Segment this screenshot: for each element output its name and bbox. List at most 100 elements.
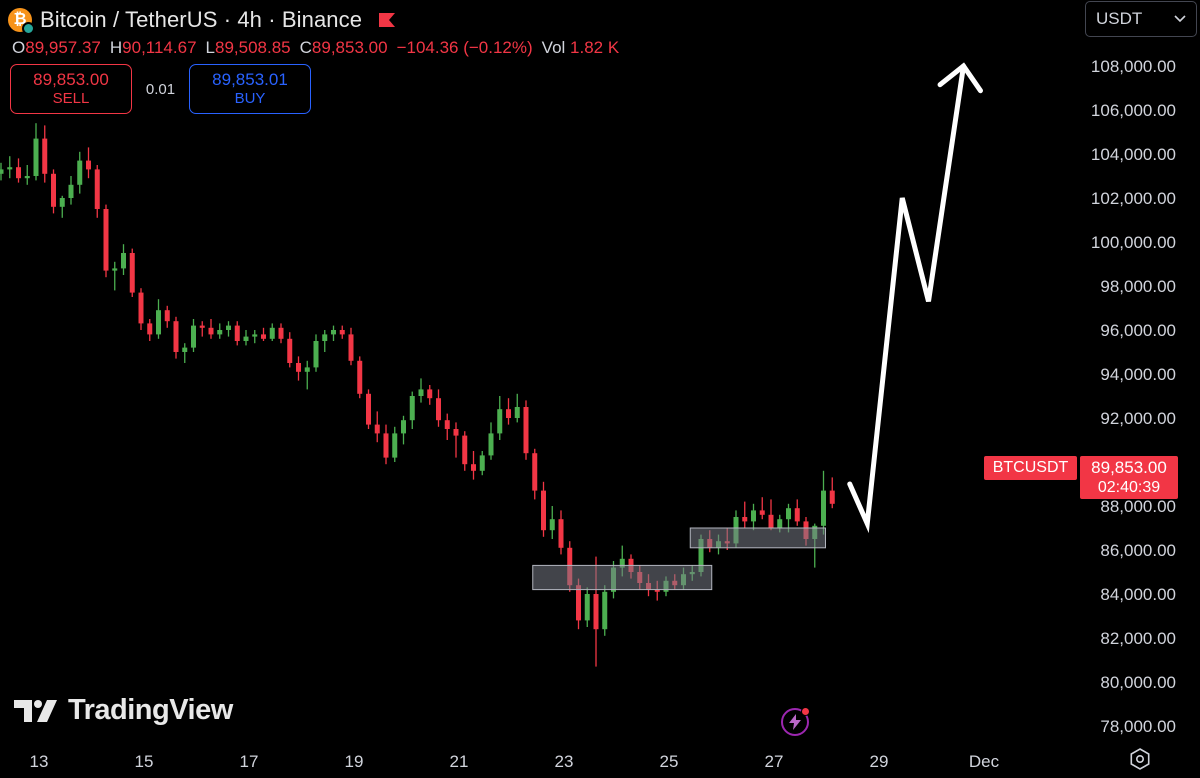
candle-body — [357, 360, 363, 394]
candle-body — [313, 341, 319, 368]
candle-body — [462, 435, 468, 465]
price-axis[interactable]: 108,000.00 106,000.00 104,000.00 102,000.00… — [1091, 57, 1176, 736]
candle-body — [401, 420, 406, 434]
symbol-title[interactable]: Bitcoin / TetherUS · 4h · Binance — [40, 7, 363, 32]
candle-body — [374, 424, 380, 434]
time-axis-label: Dec — [969, 752, 1000, 771]
watermark-text: TradingView — [68, 694, 233, 726]
settings-icon[interactable] — [1129, 748, 1151, 770]
candle-body — [829, 490, 835, 504]
candle — [94, 165, 100, 218]
tradingview-logo-icon — [14, 699, 57, 722]
candle-body — [497, 409, 503, 434]
zones-layer — [532, 527, 826, 591]
candle — [86, 147, 91, 179]
candle-body — [409, 396, 415, 421]
last-price-tag: 89,853.00 02:40:39 — [1080, 456, 1178, 499]
high-value: 90,114.67 — [122, 38, 197, 57]
support-zone-rect[interactable] — [532, 564, 713, 591]
candle-body — [514, 407, 520, 418]
candle — [436, 389, 441, 427]
candle-body — [234, 325, 240, 341]
lightning-icon — [789, 714, 801, 730]
open-value: 89,957.37 — [25, 38, 101, 57]
candle-body — [619, 558, 625, 568]
candle — [558, 510, 564, 555]
time-axis-label: 13 — [30, 752, 49, 771]
price-axis-label: 88,000.00 — [1100, 497, 1176, 516]
candle — [829, 477, 835, 509]
price-axis-label: 96,000.00 — [1100, 321, 1176, 340]
candle — [751, 503, 756, 531]
projection-arrowhead — [937, 62, 983, 94]
time-axis-label: 17 — [240, 752, 259, 771]
support-zone-rect[interactable] — [689, 527, 826, 549]
ohlc-legend: O89,957.37 H90,114.67 L89,508.85 C89,853… — [12, 38, 619, 58]
tether-badge-icon — [22, 22, 35, 35]
candle-body — [453, 429, 459, 436]
flag-icon[interactable] — [378, 12, 396, 28]
time-axis-label: 19 — [345, 752, 364, 771]
candle — [366, 389, 371, 429]
candle-body — [549, 519, 555, 531]
candle-body — [24, 176, 30, 179]
candle — [584, 587, 590, 627]
candle — [794, 499, 800, 526]
projection-path[interactable] — [847, 63, 966, 534]
candle — [514, 393, 520, 423]
chart-header: ₿ Bitcoin / TetherUS · 4h · Binance — [8, 6, 396, 35]
bitcoin-logo-icon: ₿ — [8, 8, 35, 35]
buy-label: BUY — [234, 90, 266, 107]
candle-body — [261, 334, 266, 339]
candle-body — [156, 310, 161, 335]
candle-body — [59, 198, 65, 207]
candle — [331, 325, 336, 341]
candle — [549, 506, 555, 539]
candle — [68, 176, 74, 205]
candle-body — [7, 167, 13, 170]
candle-body — [16, 167, 21, 179]
candle-body — [523, 407, 529, 454]
candle — [322, 330, 328, 352]
candle — [348, 327, 354, 366]
lightning-button[interactable] — [781, 707, 810, 736]
price-axis-label: 78,000.00 — [1100, 717, 1176, 736]
buy-button[interactable]: 89,853.01 BUY — [189, 64, 311, 114]
candle-body — [33, 138, 39, 176]
candle-body — [129, 253, 135, 293]
sell-button[interactable]: 89,853.00 SELL — [10, 64, 132, 114]
candle-body — [698, 539, 704, 572]
candle-body — [0, 169, 4, 174]
candle-body — [786, 508, 791, 520]
candle-body — [252, 334, 258, 337]
candle — [147, 319, 153, 341]
candle — [357, 356, 363, 399]
candle-body — [427, 389, 433, 399]
candle-body — [226, 325, 231, 330]
candle-body — [147, 323, 153, 335]
candle-body — [287, 338, 293, 363]
candle-body — [794, 508, 800, 522]
candle-body — [532, 453, 538, 491]
candle — [59, 195, 65, 218]
candle — [0, 162, 4, 181]
candle — [506, 398, 511, 425]
candle — [523, 400, 529, 460]
candle-body — [199, 325, 205, 328]
change-value: −104.36 (−0.12%) — [396, 38, 533, 57]
volume-label: Vol — [541, 38, 566, 57]
candle — [103, 204, 109, 278]
time-axis[interactable]: 13 15 17 19 21 23 25 27 29 Dec — [30, 752, 1000, 771]
candle-body — [42, 138, 48, 174]
candle-body — [112, 268, 118, 271]
candle-body — [471, 464, 476, 471]
candle — [243, 330, 249, 346]
high-label: H — [109, 38, 123, 57]
candle-body — [51, 173, 56, 207]
close-value: 89,853.00 — [311, 38, 388, 57]
candle — [77, 151, 83, 194]
currency-select[interactable]: USDT — [1085, 1, 1197, 37]
candle-body — [488, 433, 494, 456]
tradingview-watermark[interactable]: TradingView — [14, 694, 233, 727]
